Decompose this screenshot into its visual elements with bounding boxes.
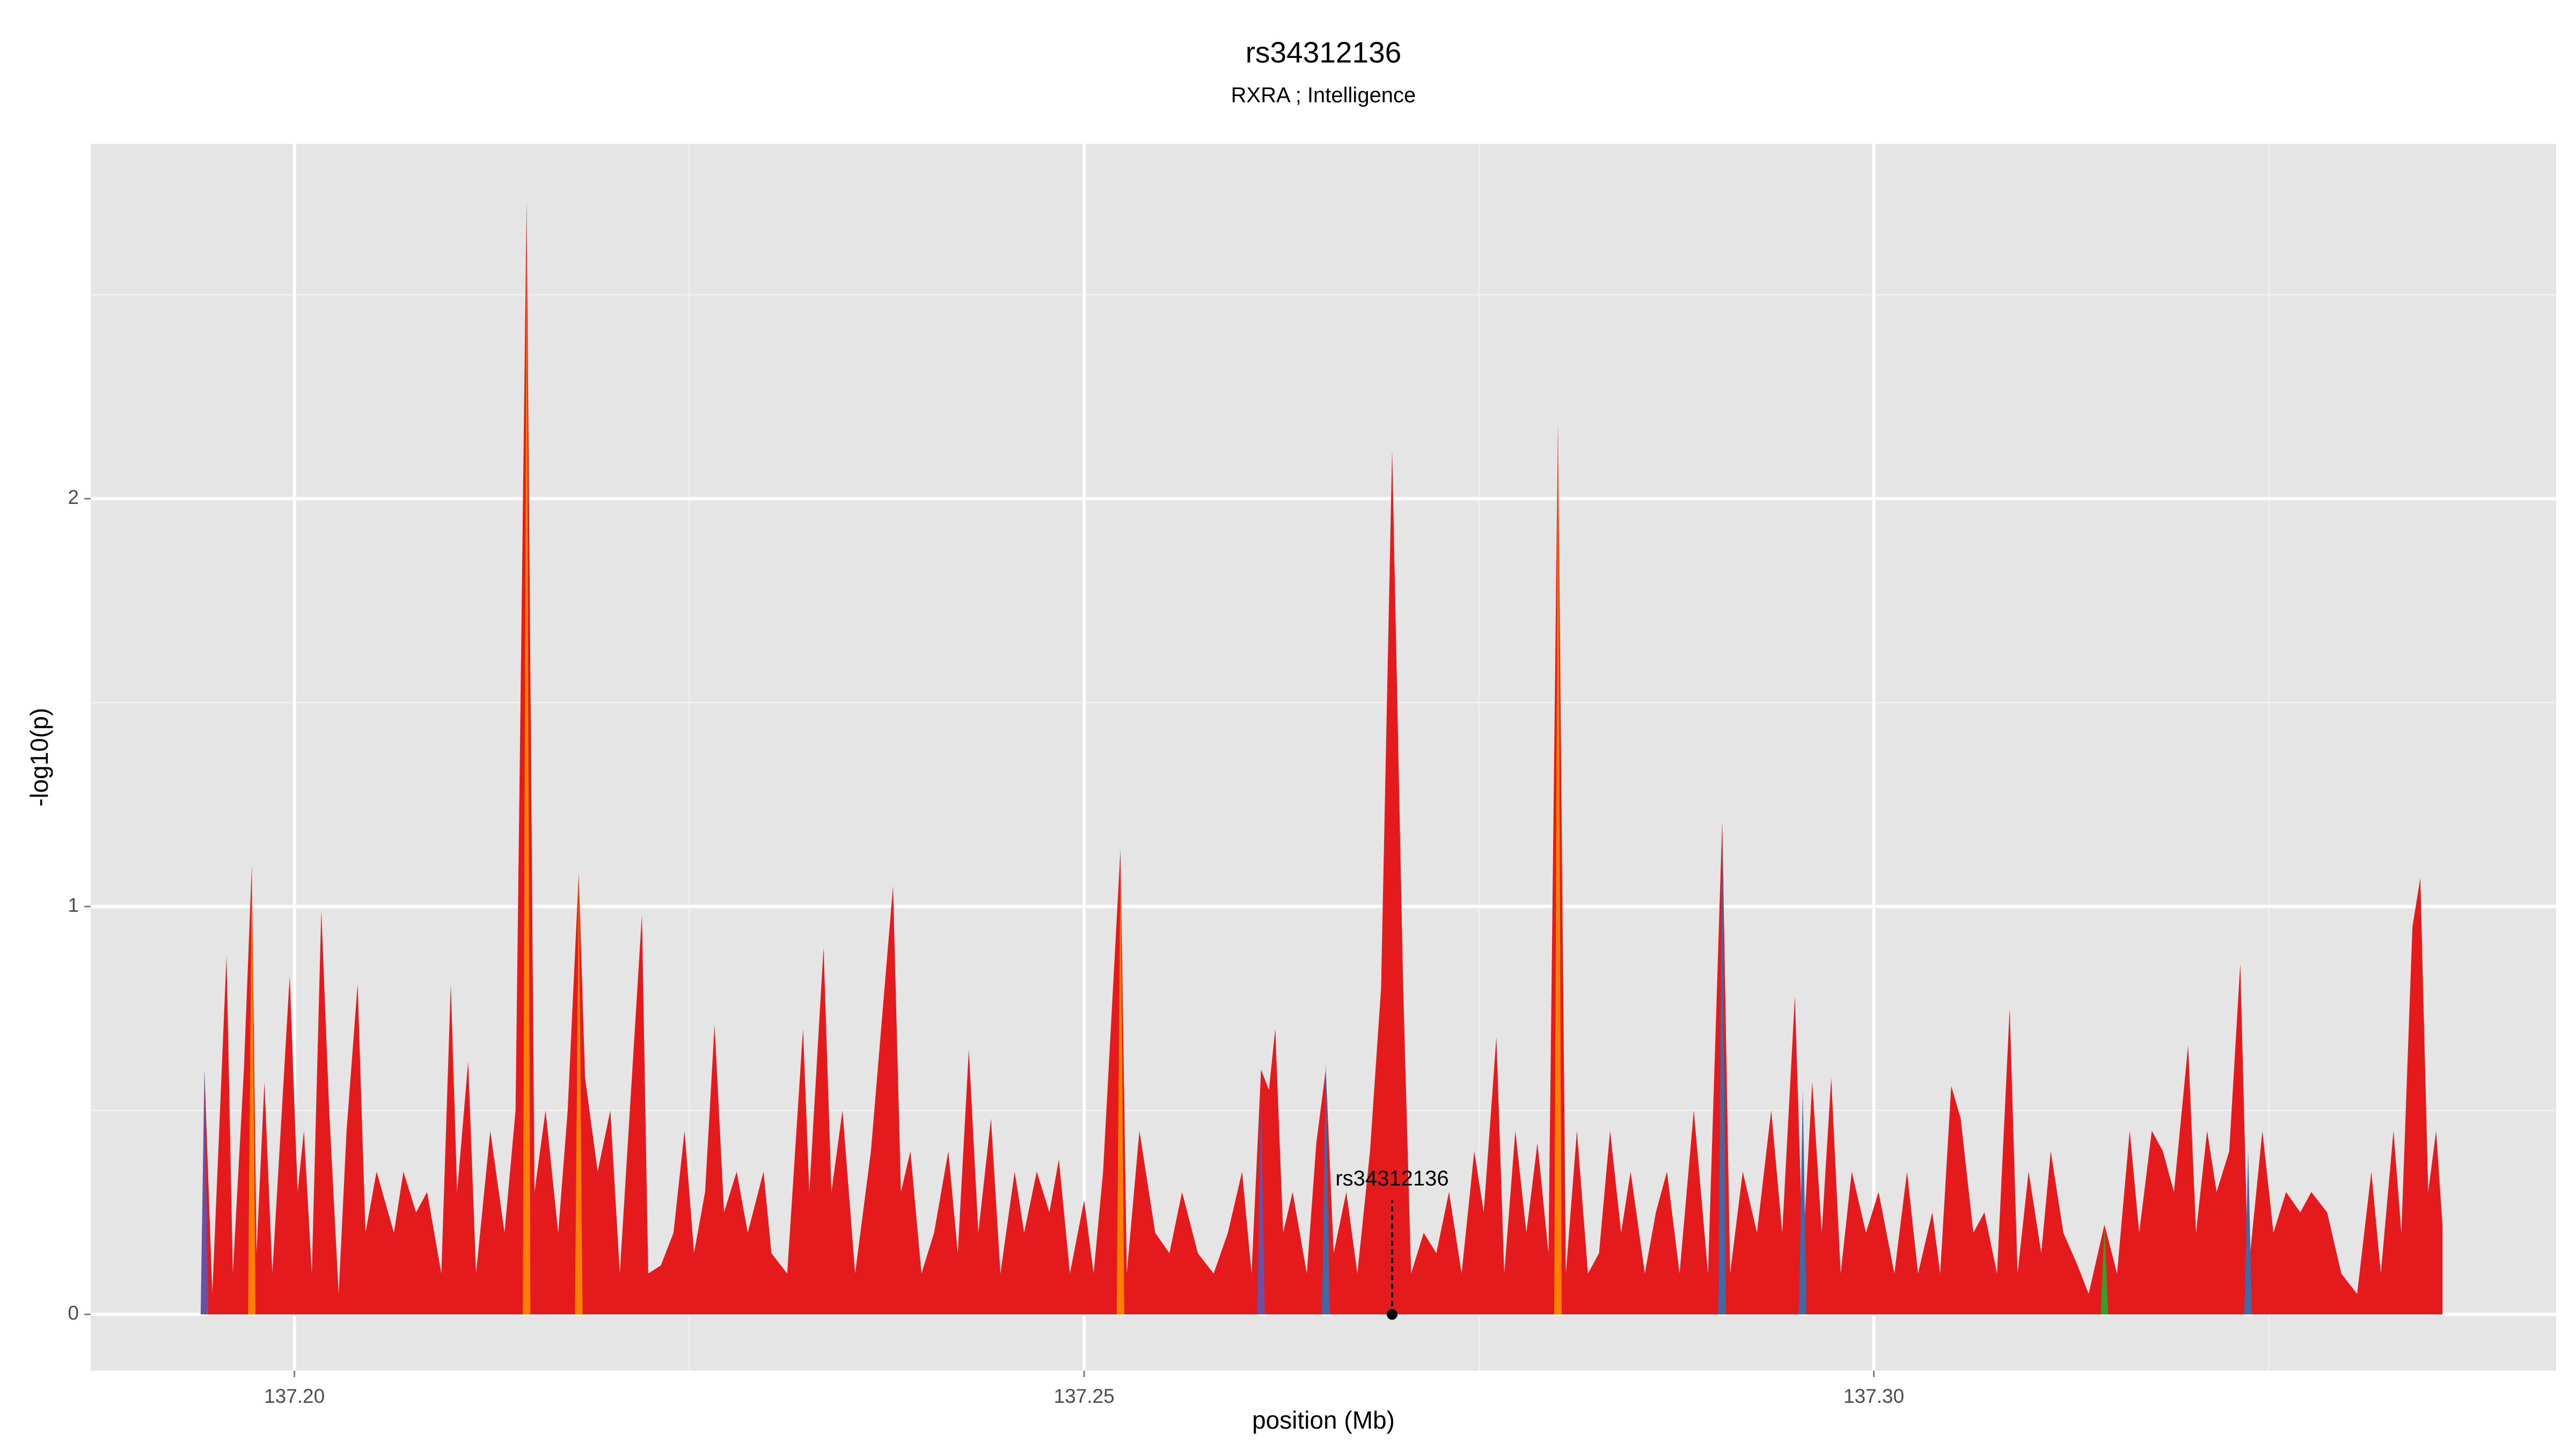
spike xyxy=(1322,1061,1330,1315)
spike xyxy=(1116,857,1124,1315)
annotation-label: rs34312136 xyxy=(1335,1167,1448,1190)
chart-subtitle: RXRA ; Intelligence xyxy=(1231,84,1416,107)
annotation-point xyxy=(1387,1309,1398,1320)
spike xyxy=(1257,1090,1265,1315)
x-tick-label: 137.30 xyxy=(1843,1385,1904,1407)
spike xyxy=(2244,1151,2252,1315)
y-tick-label: 2 xyxy=(68,486,79,508)
y-axis-label: -log10(p) xyxy=(25,708,53,807)
spike xyxy=(200,1070,208,1315)
spike xyxy=(575,874,583,1315)
spike xyxy=(1718,825,1726,1315)
x-tick-label: 137.20 xyxy=(264,1385,325,1407)
spike xyxy=(2101,1224,2109,1315)
spike xyxy=(1799,1090,1807,1315)
spike xyxy=(523,213,531,1315)
spike xyxy=(248,869,256,1315)
x-axis-label: position (Mb) xyxy=(1252,1406,1395,1434)
chart-title: rs34312136 xyxy=(1246,36,1402,69)
y-tick-label: 0 xyxy=(68,1302,79,1324)
area xyxy=(204,201,2443,1315)
x-tick-label: 137.25 xyxy=(1054,1385,1115,1407)
spike xyxy=(1554,425,1562,1315)
y-tick-label: 1 xyxy=(68,894,79,916)
